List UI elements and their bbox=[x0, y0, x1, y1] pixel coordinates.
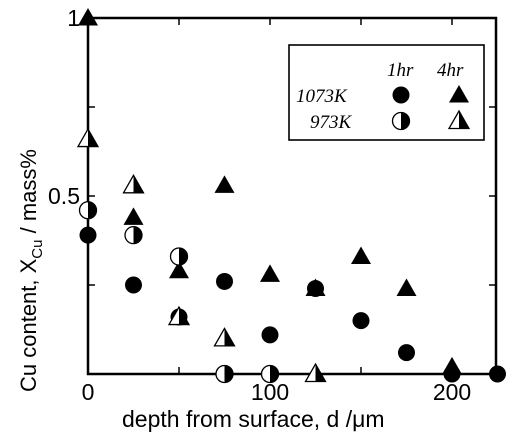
legend-header-4hr: 4hr bbox=[437, 60, 464, 81]
legend-markers bbox=[391, 85, 471, 131]
x-tick-label: 200 bbox=[433, 379, 471, 405]
tick-labels: 0 100 200 0.5 1 bbox=[48, 5, 471, 405]
point-973k-4hr bbox=[122, 174, 145, 194]
point-1073k-4hr bbox=[169, 260, 189, 279]
point-973k-4hr bbox=[304, 362, 327, 383]
legend-marker-1073k-1hr bbox=[392, 86, 410, 104]
legend-label-973k: 973K bbox=[310, 112, 353, 133]
data-points bbox=[76, 8, 506, 384]
point-973k-4hr bbox=[213, 327, 236, 347]
point-1073k-4hr bbox=[305, 278, 326, 297]
legend-marker-1073k-4hr bbox=[449, 85, 469, 103]
y-tick-label: 0.5 bbox=[48, 183, 80, 209]
y-tick-label: 1 bbox=[67, 5, 80, 31]
y-axis-label: Cu content, XCu / mass% bbox=[16, 149, 46, 392]
point-1073k-1hr bbox=[398, 344, 415, 362]
point-973k-1hr bbox=[78, 201, 98, 220]
point-973k-4hr bbox=[76, 127, 100, 148]
point-1073k-4hr bbox=[351, 246, 371, 265]
point-1073k-1hr bbox=[261, 326, 279, 344]
legend: 1hr 4hr 1073K 973K bbox=[288, 44, 485, 141]
x-tick-label: 100 bbox=[251, 379, 289, 405]
point-1073k-4hr bbox=[78, 8, 98, 26]
point-1073k-4hr bbox=[442, 356, 462, 375]
x-tick-label: 0 bbox=[82, 379, 95, 405]
point-973k-1hr bbox=[215, 364, 234, 384]
legend-header-1hr: 1hr bbox=[387, 60, 414, 81]
point-1073k-4hr bbox=[396, 278, 417, 297]
point-1073k-1hr bbox=[79, 226, 97, 244]
legend-label-1073k: 1073K bbox=[296, 86, 348, 107]
point-973k-4hr bbox=[167, 305, 191, 326]
legend-marker-973k-1hr bbox=[391, 111, 411, 131]
point-1073k-1hr bbox=[352, 312, 370, 330]
legend-marker-973k-4hr bbox=[447, 109, 471, 130]
point-973k-1hr bbox=[260, 364, 280, 384]
point-1073k-1hr bbox=[125, 276, 142, 294]
point-1073k-1hr bbox=[489, 365, 506, 383]
point-973k-1hr bbox=[169, 247, 189, 266]
point-1073k-4hr bbox=[214, 175, 235, 193]
point-1073k-4hr bbox=[260, 264, 280, 282]
point-1073k-4hr bbox=[123, 207, 144, 225]
x-axis-label: depth from surface, d /μm bbox=[122, 406, 385, 432]
point-973k-1hr bbox=[124, 226, 143, 245]
point-1073k-1hr bbox=[216, 272, 233, 290]
